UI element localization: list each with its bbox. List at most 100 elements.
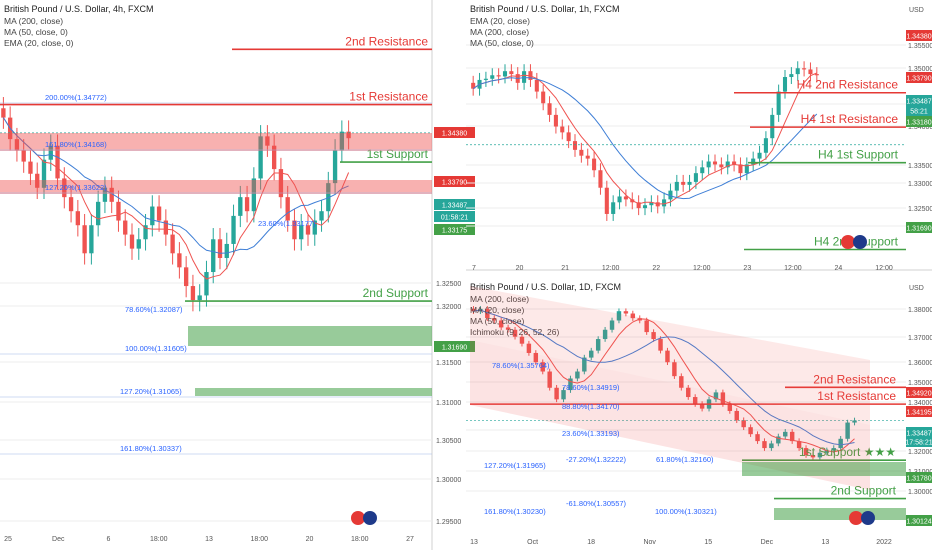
candle-body	[598, 170, 603, 188]
fib-label: 161.80%(1.30337)	[120, 444, 182, 453]
candle-body	[741, 420, 746, 428]
candle-body	[305, 225, 311, 235]
fib-label: 78.60%(1.34919)	[562, 383, 620, 392]
indicator-label: MA (50, close)	[470, 316, 524, 326]
y-tick-label: 1.31000	[436, 400, 461, 407]
indicator-label: MA (200, close)	[470, 294, 529, 304]
candle-body	[123, 220, 128, 235]
price-tag-label: 1.33487	[906, 99, 931, 106]
candle-body	[719, 164, 724, 168]
candle-body	[89, 225, 94, 254]
candle-body	[636, 202, 641, 209]
y-tick-label: 1.30500	[436, 438, 461, 445]
candle-body	[82, 225, 87, 254]
indicator-label: Ichimoku (9, 26, 52, 26)	[470, 327, 559, 337]
candle-body	[183, 267, 189, 287]
candle-body	[783, 431, 788, 437]
candle-body	[224, 243, 229, 258]
candle-body	[674, 181, 679, 191]
candle-body	[644, 320, 649, 333]
y-tick-label: 1.32500	[436, 281, 461, 288]
candle-body	[21, 150, 26, 162]
flag-icon	[841, 235, 855, 249]
candle-body	[346, 131, 351, 139]
candle-body	[732, 161, 737, 165]
candle-body	[755, 434, 760, 442]
y-tick-label: 1.32500	[908, 206, 932, 213]
price-tag-label: 1.31780	[906, 476, 931, 483]
candle-body	[485, 308, 490, 319]
x-tick-label: 12:00	[875, 265, 893, 272]
panel-h1: H4 2nd Resistance H4 1st Resistance H4 1st…	[466, 4, 932, 272]
x-tick-label: Dec	[761, 539, 774, 546]
candle-body	[852, 420, 857, 423]
y-tick-label: 1.32000	[436, 304, 461, 311]
x-tick-label: Dec	[52, 536, 65, 543]
x-tick-label: 6	[107, 536, 111, 543]
x-tick-label: 24	[835, 265, 843, 272]
y-tick-label: 1.35000	[908, 380, 932, 387]
indicator-label: MA (20, close)	[470, 305, 524, 315]
candle-body	[630, 313, 636, 319]
x-tick-label: 23	[743, 265, 751, 272]
candle-body	[748, 427, 753, 435]
price-tag-label: 1.31690	[442, 345, 467, 352]
price-tag	[906, 515, 932, 526]
fib-label: 88.80%(1.34170)	[562, 402, 620, 411]
fib-label: 78.60%(1.32087)	[125, 305, 183, 314]
candle-body	[720, 392, 726, 404]
x-tick-label: 25	[4, 536, 12, 543]
x-tick-label: 13	[822, 539, 830, 546]
price-tag	[906, 427, 932, 438]
candle-body	[725, 161, 730, 168]
x-tick-label: 18:00	[351, 536, 369, 543]
level-label: 2nd Resistance	[813, 372, 896, 386]
fib-label: -27.20%(1.32222)	[566, 455, 627, 464]
candle-body	[502, 71, 508, 77]
price-tag-label: 1.30124	[906, 519, 931, 526]
candle-body	[672, 362, 677, 377]
y-tick-label: 1.36000	[908, 360, 932, 367]
fib-label: 127.20%(1.31965)	[484, 461, 546, 470]
price-tag	[434, 341, 475, 352]
fib-label: 23.60%(1.33177)	[258, 219, 316, 228]
candle-body	[540, 362, 545, 372]
candle-body	[824, 450, 830, 453]
candle-body	[757, 152, 762, 159]
candle-body	[831, 448, 836, 451]
x-tick-label: 18	[587, 539, 595, 546]
candle-body	[744, 164, 749, 174]
candle-body	[585, 155, 590, 159]
indicator-label: MA (50, close, 0)	[4, 27, 68, 37]
y-tick-label: 1.30000	[436, 477, 461, 484]
price-tag	[906, 72, 932, 83]
ma-line-fast	[473, 309, 855, 453]
candle-body	[238, 197, 243, 216]
chart-title: British Pound / U.S. Dollar, 1h, FXCM	[470, 4, 620, 14]
candle-body	[713, 392, 719, 400]
candle-body	[483, 78, 488, 80]
candle-body	[265, 136, 270, 146]
price-tag	[434, 211, 475, 222]
candle-body	[803, 448, 809, 456]
candle-body	[795, 68, 800, 75]
candle-body	[681, 181, 686, 185]
price-tag-label: 1.34380	[906, 34, 931, 41]
currency-label: USD	[909, 285, 924, 292]
candle-body	[623, 196, 628, 200]
candle-body	[554, 387, 559, 400]
y-tick-label: 1.35000	[908, 66, 932, 73]
candle-body	[41, 159, 47, 188]
support-zone	[774, 508, 906, 520]
fib-label: 200.00%(1.34772)	[45, 93, 107, 102]
level-label: H4 1st Resistance	[801, 112, 899, 126]
price-tag-label: 1.33175	[442, 228, 467, 235]
candle-body	[498, 320, 504, 328]
level-label: H4 2nd Resistance	[797, 78, 899, 92]
candle-body	[102, 187, 108, 202]
candle-body	[789, 431, 795, 442]
fib-label: -61.80%(1.30557)	[566, 499, 627, 508]
candle-body	[319, 211, 324, 221]
ma-line-fast	[2, 117, 350, 280]
candle-body	[95, 201, 101, 226]
